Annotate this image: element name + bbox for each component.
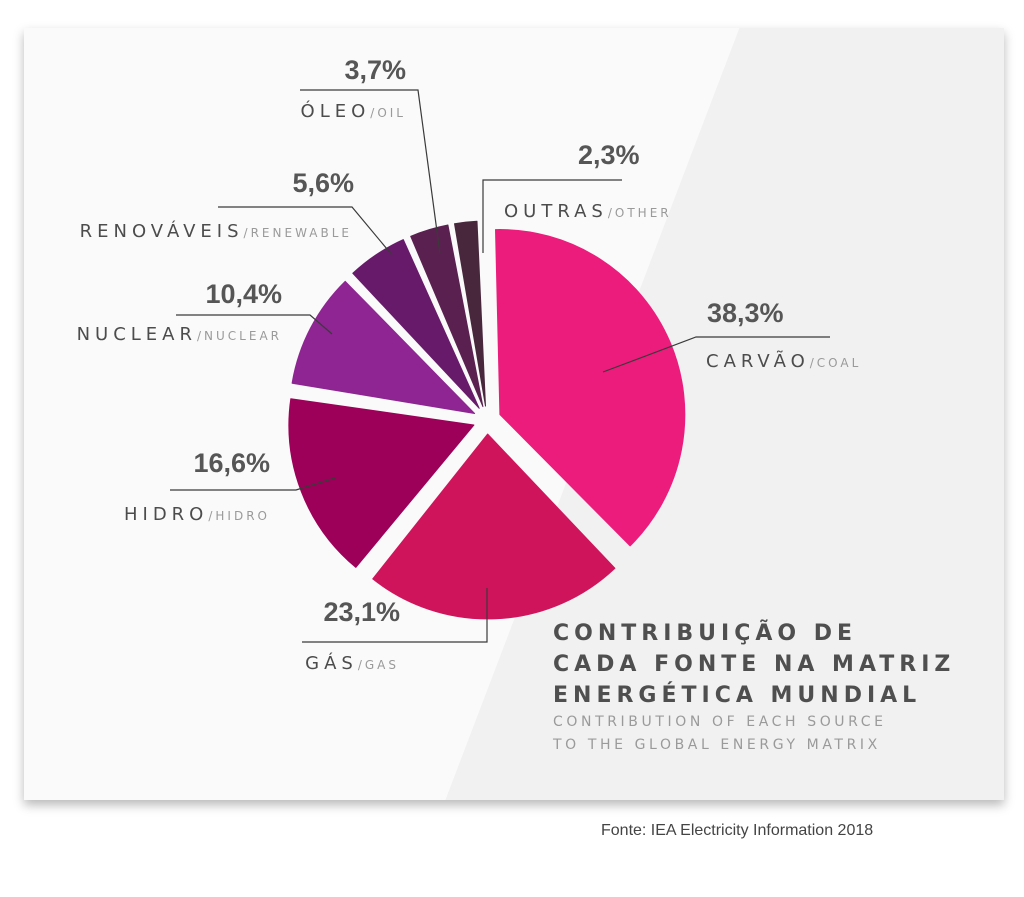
leader-line-hidro bbox=[170, 477, 336, 491]
value-label-nuclear: 10,4% bbox=[205, 279, 282, 309]
category-label-other: OUTRAS/OTHER bbox=[504, 201, 672, 222]
pie-slice-other bbox=[454, 220, 486, 407]
category-label-coal: CARVÃO/COAL bbox=[706, 350, 861, 372]
category-label-hidro: HIDRO/HIDRO bbox=[124, 504, 270, 525]
category-label-renewable: RENOVÁVEIS/RENEWABLE bbox=[80, 220, 352, 242]
category-label-oil: ÓLEO/OIL bbox=[301, 100, 406, 122]
value-label-coal: 38,3% bbox=[707, 298, 784, 328]
leader-line-oil bbox=[300, 89, 441, 255]
value-label-hidro: 16,6% bbox=[193, 448, 270, 478]
value-label-oil: 3,7% bbox=[344, 55, 406, 85]
value-label-other: 2,3% bbox=[578, 140, 640, 170]
pie-slice-coal bbox=[495, 229, 686, 547]
subtitle-line-1: CONTRIBUTION OF EACH SOURCE bbox=[553, 714, 887, 730]
value-label-gas: 23,1% bbox=[323, 597, 400, 627]
title-line-3: ENERGÉTICA MUNDIAL bbox=[553, 683, 922, 708]
leader-line-renewable bbox=[218, 206, 393, 256]
category-label-nuclear: NUCLEAR/NUCLEAR bbox=[77, 324, 282, 345]
leader-line-coal bbox=[602, 336, 830, 373]
value-label-renewable: 5,6% bbox=[292, 168, 354, 198]
source-note: Fonte: IEA Electricity Information 2018 bbox=[601, 822, 874, 839]
pie-slice-hidro bbox=[288, 398, 475, 568]
chart-title-block: CONTRIBUIÇÃO DE CADA FONTE NA MATRIZ ENE… bbox=[553, 618, 955, 757]
pie-slice-oil bbox=[410, 224, 484, 408]
title-line-2: CADA FONTE NA MATRIZ bbox=[553, 652, 956, 677]
pie-slice-gas bbox=[372, 433, 616, 620]
pie-slice-nuclear bbox=[291, 280, 476, 414]
category-label-gas: GÁS/GAS bbox=[305, 652, 399, 674]
title-line-1: CONTRIBUIÇÃO DE bbox=[553, 621, 858, 646]
leader-line-gas bbox=[302, 588, 488, 643]
subtitle-line-2: TO THE GLOBAL ENERGY MATRIX bbox=[553, 737, 881, 753]
leader-line-nuclear bbox=[176, 314, 333, 335]
pie-slice-renewable bbox=[352, 239, 480, 409]
leader-line-other bbox=[482, 179, 622, 253]
